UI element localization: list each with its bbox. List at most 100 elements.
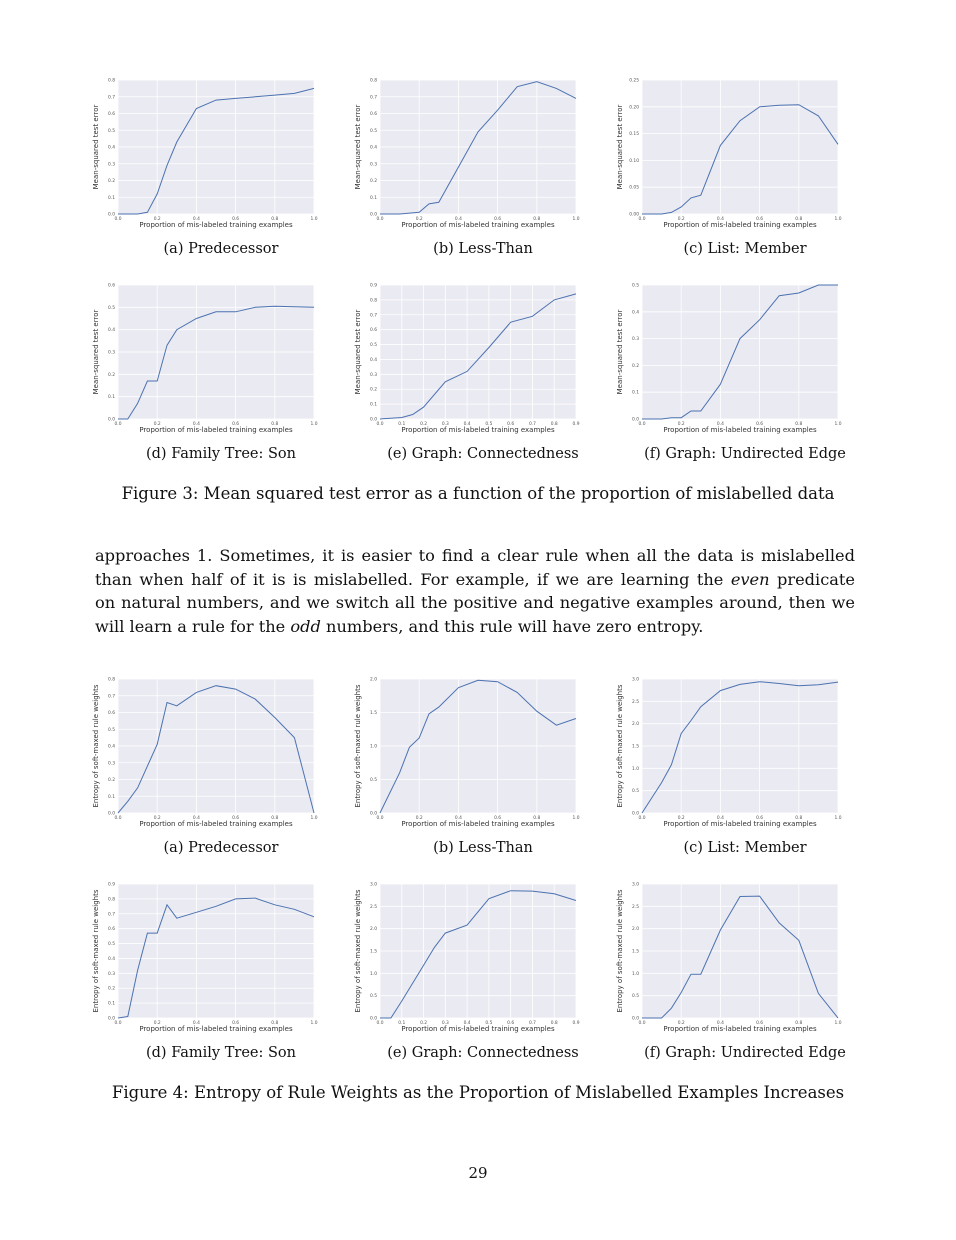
x-axis-label: Proportion of mis-labeled training examp… bbox=[401, 426, 555, 434]
page-number: 29 bbox=[468, 1164, 488, 1182]
y-tick-label: 0.5 bbox=[108, 305, 115, 311]
figure3-row1: 0.0 0.2 0.4 0.6 0.8 1.0 0.0 0.1 0.2 0.3 0.4 0.5 0.6 0… bbox=[90, 75, 876, 258]
y-tick-label: 0.7 bbox=[370, 312, 377, 318]
x-tick-label: 0.2 bbox=[678, 421, 685, 427]
y-tick-label: 0.6 bbox=[108, 283, 115, 289]
x-tick-label: 0.2 bbox=[678, 216, 685, 222]
plot-area bbox=[380, 285, 576, 419]
x-tick-label: 0.8 bbox=[271, 421, 278, 427]
figure4a: 0.0 0.2 0.4 0.6 0.8 1.0 0.0 0.1 0.2 0.3 0.4 0.5 0.6 0… bbox=[90, 674, 352, 857]
y-tick-label: 0.25 bbox=[629, 78, 639, 84]
y-tick-label: 0.1 bbox=[108, 394, 115, 400]
figure4-row2: 0.0 0.2 0.4 0.6 0.8 1.0 0.0 0.1 0.2 0.3 0.4 0.5 0.6 0… bbox=[90, 879, 876, 1062]
x-tick-label: 0.8 bbox=[271, 815, 278, 821]
y-tick-label: 0.1 bbox=[370, 402, 377, 408]
x-tick-label: 0.8 bbox=[795, 1020, 802, 1026]
body-paragraph: approaches 1. Sometimes, it is easier to… bbox=[95, 544, 855, 638]
y-tick-label: 0.9 bbox=[370, 283, 377, 289]
x-tick-label: 0.9 bbox=[573, 421, 580, 427]
y-tick-label: 0.5 bbox=[108, 941, 115, 947]
x-tick-label: 0.8 bbox=[795, 815, 802, 821]
series-line bbox=[641, 681, 839, 814]
y-tick-label: 1.0 bbox=[370, 971, 377, 977]
y-tick-label: 1.5 bbox=[370, 710, 377, 716]
y-tick-label: 0.4 bbox=[108, 744, 115, 750]
x-tick-label: 0.6 bbox=[756, 216, 763, 222]
figure3f: 0.0 0.2 0.4 0.6 0.8 1.0 0.0 0.1 0.2 0.3 0.4 0.5 Prop… bbox=[614, 280, 876, 463]
x-tick-label: 1.0 bbox=[835, 815, 842, 821]
figure4-caption: Figure 4: Entropy of Rule Weights as the… bbox=[111, 1083, 845, 1102]
y-tick-label: 1.5 bbox=[632, 949, 639, 955]
x-tick-label: 1.0 bbox=[311, 216, 318, 222]
paragraph-line: approaches 1. Sometimes, it is easier to… bbox=[95, 546, 855, 565]
y-axis-label: Mean-squared test error bbox=[92, 310, 100, 395]
x-tick-label: 0.6 bbox=[232, 815, 239, 821]
y-tick-label: 0.0 bbox=[108, 212, 115, 218]
x-tick-label: 0.4 bbox=[193, 216, 200, 222]
chart-3b: 0.0 0.2 0.4 0.6 0.8 1.0 0.0 0.1 0.2 0.3 0.4 0.5 0.6 0… bbox=[354, 78, 580, 230]
x-tick-label: 0.6 bbox=[756, 815, 763, 821]
y-tick-label: 0.1 bbox=[370, 195, 377, 201]
y-axis-label: Mean-squared test error bbox=[354, 105, 362, 190]
x-tick-label: 0.0 bbox=[639, 216, 646, 222]
y-tick-label: 0.2 bbox=[108, 986, 115, 992]
x-tick-label: 0.4 bbox=[717, 1020, 724, 1026]
y-tick-label: 0.4 bbox=[370, 357, 377, 363]
y-tick-label: 1.0 bbox=[632, 971, 639, 977]
x-tick-label: 0.5 bbox=[485, 1020, 492, 1026]
y-tick-label: 0.4 bbox=[632, 309, 639, 315]
x-tick-label: 0.9 bbox=[573, 1020, 580, 1026]
y-tick-label: 0.5 bbox=[632, 283, 639, 289]
x-tick-label: 0.0 bbox=[115, 1020, 122, 1026]
y-tick-label: 0.6 bbox=[370, 111, 377, 117]
x-tick-label: 0.3 bbox=[442, 421, 449, 427]
y-tick-label: 0.7 bbox=[108, 693, 115, 699]
y-tick-label: 0.7 bbox=[108, 94, 115, 100]
x-tick-label: 1.0 bbox=[311, 815, 318, 821]
y-tick-label: 0.2 bbox=[632, 363, 639, 369]
x-tick-label: 0.0 bbox=[639, 421, 646, 427]
y-tick-label: 0.2 bbox=[370, 178, 377, 184]
x-tick-label: 0.0 bbox=[115, 421, 122, 427]
x-tick-label: 0.7 bbox=[529, 421, 536, 427]
y-tick-label: 0.4 bbox=[108, 145, 115, 151]
y-tick-label: 0.0 bbox=[370, 1016, 377, 1022]
y-tick-label: 0.6 bbox=[108, 710, 115, 716]
y-tick-label: 0.1 bbox=[108, 794, 115, 800]
emphasis: odd bbox=[290, 616, 321, 636]
y-tick-label: 0.5 bbox=[108, 727, 115, 733]
x-axis-label: Proportion of mis-labeled training examp… bbox=[663, 426, 817, 434]
x-tick-label: 0.2 bbox=[420, 421, 427, 427]
y-axis-label: Mean-squared test error bbox=[616, 105, 624, 190]
y-tick-label: 0.8 bbox=[108, 896, 115, 902]
x-tick-label: 0.6 bbox=[494, 815, 501, 821]
y-tick-label: 3.0 bbox=[370, 882, 377, 888]
x-tick-label: 0.4 bbox=[464, 1020, 471, 1026]
x-tick-label: 0.6 bbox=[507, 421, 514, 427]
y-tick-label: 0.10 bbox=[629, 158, 639, 164]
series-line bbox=[380, 890, 577, 1019]
x-tick-label: 0.6 bbox=[756, 421, 763, 427]
y-axis-label: Mean-squared test error bbox=[92, 105, 100, 190]
figure4b: 0.0 0.2 0.4 0.6 0.8 1.0 0.0 0.5 1.0 1.5 2.0 Proport… bbox=[352, 674, 614, 857]
y-tick-label: 0.6 bbox=[108, 926, 115, 932]
x-axis-label: Proportion of mis-labeled training examp… bbox=[401, 820, 555, 828]
y-tick-label: 0.20 bbox=[629, 104, 639, 110]
figure3e: 0.0 0.1 0.2 0.3 0.4 0.5 0.6 0.7 0.8 0.9 0.0 0.1 0.2 0… bbox=[352, 280, 614, 463]
y-tick-label: 0.8 bbox=[108, 78, 115, 84]
y-tick-label: 1.5 bbox=[370, 949, 377, 955]
subfigure-caption: (e) Graph: Connectedness bbox=[387, 1045, 579, 1061]
y-tick-label: 2.5 bbox=[632, 904, 639, 910]
series-line bbox=[118, 87, 315, 215]
chart-4a: 0.0 0.2 0.4 0.6 0.8 1.0 0.0 0.1 0.2 0.3 0.4 0.5 0.6 0… bbox=[92, 677, 318, 829]
y-tick-label: 0.2 bbox=[108, 777, 115, 783]
chart-4d: 0.0 0.2 0.4 0.6 0.8 1.0 0.0 0.1 0.2 0.3 0.4 0.5 0.6 0… bbox=[92, 882, 318, 1034]
chart-4f: 0.0 0.2 0.4 0.6 0.8 1.0 0.0 0.5 1.0 1.5 2.0 2.5 3.0 P… bbox=[616, 882, 842, 1034]
figure3-row2: 0.0 0.2 0.4 0.6 0.8 1.0 0.0 0.1 0.2 0.3 0.4 0.5 0.6 P… bbox=[90, 280, 876, 463]
figure4c: 0.0 0.2 0.4 0.6 0.8 1.0 0.0 0.5 1.0 1.5 2.0 2.5 3.0 P… bbox=[614, 674, 876, 857]
y-axis-label: Entropy of soft-maxed rule weights bbox=[616, 684, 624, 807]
x-tick-label: 0.5 bbox=[485, 421, 492, 427]
x-tick-label: 0.6 bbox=[232, 1020, 239, 1026]
subfigure-caption: (f) Graph: Undirected Edge bbox=[644, 1045, 846, 1061]
paragraph-line: on natural numbers, and we switch all th… bbox=[95, 593, 855, 613]
